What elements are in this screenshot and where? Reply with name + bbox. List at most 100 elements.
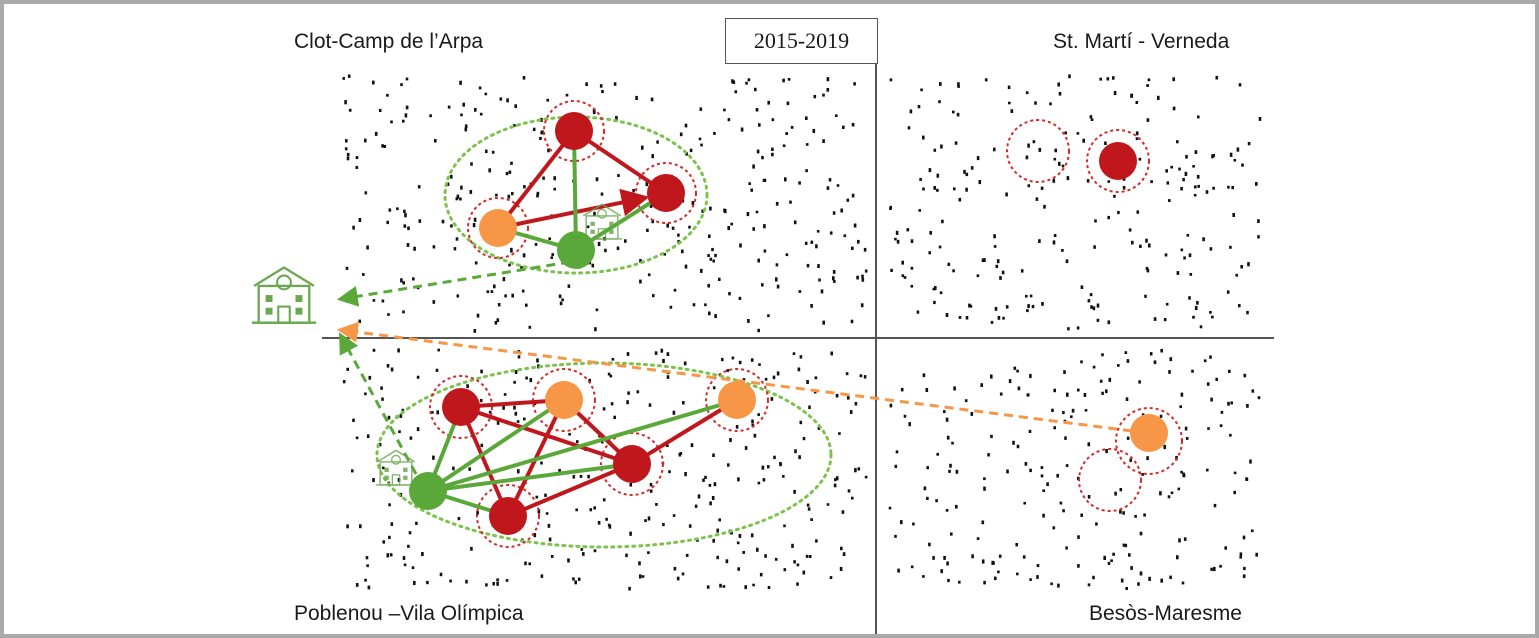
background-dot — [806, 263, 810, 268]
background-dot — [925, 388, 929, 392]
background-dot — [344, 147, 348, 151]
background-dot — [716, 555, 719, 560]
background-dot — [1038, 239, 1041, 243]
background-dot — [540, 131, 543, 135]
background-dot — [510, 249, 513, 253]
background-dot — [400, 278, 403, 283]
background-dot — [1165, 302, 1169, 306]
background-dot — [730, 531, 733, 535]
background-dot — [922, 187, 925, 191]
background-dot — [1099, 77, 1102, 81]
background-dot — [651, 154, 654, 159]
background-dot — [936, 188, 939, 192]
background-dot — [976, 537, 980, 540]
background-dot — [626, 352, 630, 356]
background-dot — [593, 506, 596, 510]
background-dot — [352, 225, 355, 230]
background-dot — [415, 521, 418, 525]
background-dot — [490, 290, 494, 293]
background-dot — [744, 446, 748, 450]
background-dot — [523, 417, 526, 421]
background-dot — [435, 368, 439, 372]
background-dot — [949, 463, 952, 468]
background-dot — [470, 546, 473, 551]
background-dot — [1146, 84, 1149, 87]
background-dot — [805, 169, 808, 173]
background-dot — [808, 555, 812, 558]
background-dot — [389, 553, 393, 557]
background-dot — [716, 528, 719, 533]
background-dot — [1066, 392, 1069, 397]
background-dot — [822, 320, 825, 325]
background-dot — [835, 476, 839, 481]
background-dot — [572, 577, 575, 581]
background-dot — [407, 544, 410, 548]
background-dot — [928, 168, 932, 173]
background-dot — [405, 105, 409, 110]
background-dot — [997, 316, 1001, 320]
background-dot — [1219, 564, 1222, 568]
background-dot — [1235, 273, 1238, 277]
background-dot — [738, 534, 742, 538]
background-dot — [647, 273, 651, 277]
background-dot — [983, 580, 986, 585]
background-dot — [756, 547, 759, 552]
background-dot — [945, 313, 949, 317]
background-dot — [638, 561, 641, 566]
background-dot — [589, 508, 593, 512]
background-dot — [347, 74, 351, 78]
background-dot — [508, 263, 511, 267]
background-dot — [470, 162, 473, 166]
background-dot — [1057, 82, 1060, 87]
background-dot — [754, 87, 757, 92]
background-dot — [599, 84, 603, 88]
background-dot — [1087, 495, 1091, 499]
background-dot — [746, 212, 750, 217]
background-dot — [947, 262, 951, 266]
background-dot — [718, 518, 721, 522]
background-dot — [494, 321, 498, 325]
background-dot — [708, 483, 712, 487]
background-dot — [1181, 581, 1185, 585]
background-dot — [513, 380, 516, 384]
background-dot — [1243, 373, 1247, 378]
background-dot — [669, 305, 673, 309]
background-dot — [890, 268, 893, 272]
background-dot — [1212, 186, 1215, 190]
background-dot — [1246, 310, 1249, 315]
background-dot — [813, 94, 817, 99]
background-dot — [1029, 578, 1032, 581]
background-dot — [791, 543, 794, 548]
background-dot — [1015, 543, 1018, 547]
background-dot — [952, 269, 955, 273]
background-dot — [591, 263, 595, 268]
background-dot — [758, 363, 761, 366]
background-dot — [403, 563, 407, 567]
background-dot — [567, 284, 571, 288]
background-dot — [681, 249, 684, 254]
background-dot — [938, 245, 942, 249]
background-dot — [348, 108, 352, 112]
background-dot — [889, 403, 893, 408]
background-dot — [783, 524, 786, 528]
background-dot — [1180, 187, 1183, 191]
background-dot — [390, 120, 393, 124]
background-dot — [597, 521, 601, 525]
background-dot — [707, 283, 710, 288]
background-dot — [832, 211, 836, 215]
background-dot — [629, 483, 633, 487]
background-dot — [909, 109, 913, 114]
background-dot — [1196, 301, 1199, 305]
background-dot — [1180, 470, 1183, 474]
background-dot — [1170, 491, 1174, 495]
background-dot — [1027, 143, 1030, 148]
background-dot — [355, 156, 359, 160]
background-dot — [517, 469, 520, 474]
background-dot — [613, 82, 617, 86]
background-dot — [436, 410, 439, 415]
background-dot — [721, 357, 724, 362]
background-dot — [814, 376, 818, 380]
background-dot — [439, 572, 443, 577]
background-dot — [990, 320, 994, 324]
background-dot — [344, 100, 347, 105]
